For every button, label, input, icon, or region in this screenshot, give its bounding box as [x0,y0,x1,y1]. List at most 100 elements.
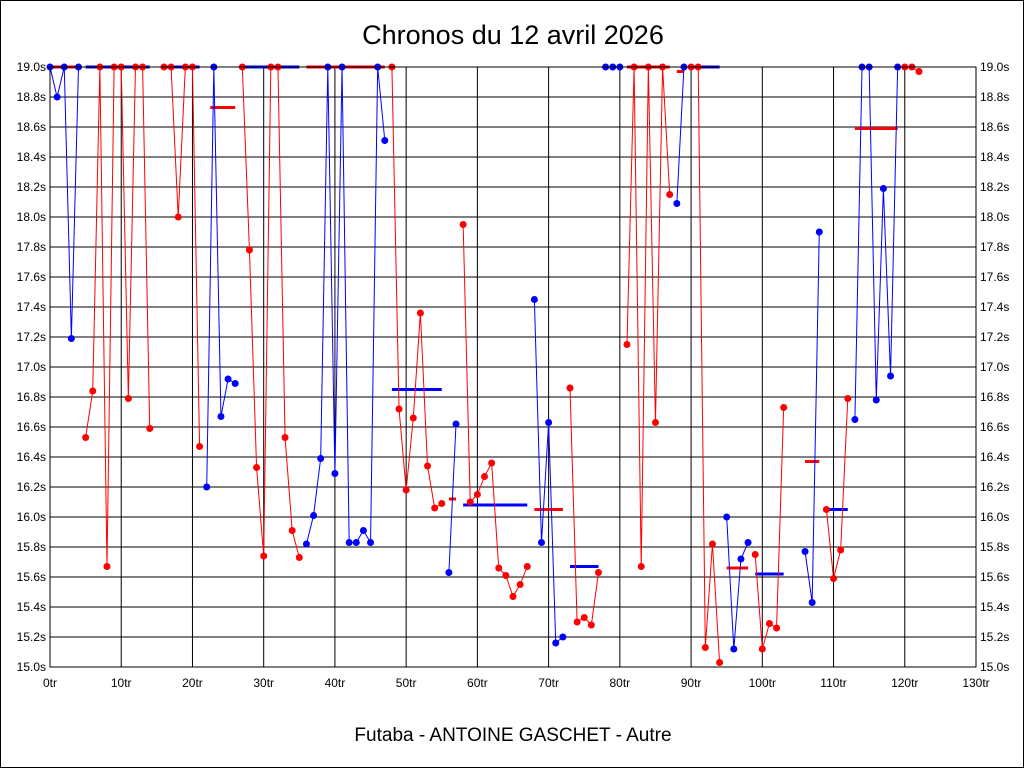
lap-point [822,506,830,513]
x-tick-label: 90tr [681,676,702,690]
lap-point [146,425,154,432]
stint-red [238,63,303,561]
y-tick-label-right: 16.0s [980,510,1009,524]
y-tick-label: 19.0s [17,60,46,74]
lap-point [516,581,524,588]
plot-frame [49,66,977,668]
lap-point [716,659,724,666]
lap-point [231,380,239,387]
lap-point [466,498,474,506]
lap-point [637,563,645,570]
y-tick-label-right: 17.0s [980,360,1009,374]
y-tick-label-right: 16.2s [980,480,1009,494]
lap-point [224,375,232,383]
stint-line [448,423,457,573]
y-tick-label-right: 15.4s [980,600,1009,614]
lap-point [260,552,268,560]
lap-point [666,191,674,198]
x-tick-label: 60tr [467,676,488,690]
y-axis-left: 15.0s 15.2s 15.4s 15.6s 15.8s 16.0s 16.2s 16.4s… [17,60,46,674]
stint-red [822,395,852,582]
x-tick-label: 0tr [43,676,57,690]
lap-point [288,527,296,534]
chart-title: Chronos du 12 avril 2026 [362,20,664,50]
y-tick-label: 17.4s [17,300,46,314]
y-tick-label-right: 19.0s [980,60,1009,74]
lap-point [452,420,460,428]
lap-point [424,462,432,470]
x-tick-label: 120tr [891,676,918,690]
lap-point [473,491,481,498]
y-tick-label-right: 18.8s [980,90,1009,104]
stint-red [751,404,788,653]
x-tick-label: 70tr [538,676,559,690]
stint-red [459,221,531,600]
chart-subtitle: Futaba - ANTOINE GASCHET - Autre [354,725,671,746]
stint-blue [673,63,688,207]
y-tick-label: 18.2s [17,180,46,194]
lap-point [887,372,895,380]
lap-point [751,551,759,558]
lap-point [445,569,453,576]
lap-point [281,434,289,441]
y-tick-label-right: 17.4s [980,300,1009,314]
lap-point [245,246,253,254]
y-tick-label-right: 17.6s [980,270,1009,284]
stint-line [305,66,386,545]
y-tick-label-right: 18.6s [980,120,1009,134]
lap-point [82,434,90,441]
y-tick-label-right: 16.4s [980,450,1009,464]
lap-point [509,593,517,600]
y-tick-label: 16.0s [17,510,46,524]
lap-point [416,309,424,317]
stint-line [163,66,201,447]
series [46,63,923,666]
lap-point [744,539,752,546]
lap-point [552,639,560,647]
lap-point [67,335,75,342]
lap-point [438,500,446,507]
lap-point [559,633,567,641]
lap-point [737,555,745,563]
stint-blue [302,63,389,548]
lap-point [395,405,403,413]
lap-point [758,645,766,653]
y-tick-label: 18.6s [17,120,46,134]
lap-point [879,185,887,192]
stint-red [623,63,674,570]
stint-line [569,387,599,627]
lap-point [203,483,211,491]
stint-line [726,516,749,650]
lap-point [765,620,773,627]
lap-point [580,614,588,621]
lap-point [381,137,389,144]
y-tick-label: 15.2s [17,630,46,644]
stint-blue [46,63,82,342]
lap-point [915,68,923,75]
y-tick-label-right: 18.4s [980,150,1009,164]
lap-point [808,599,816,606]
lap-point [253,464,261,471]
y-tick-label: 16.8s [17,390,46,404]
stint-line [626,66,671,567]
stint-blue [723,513,752,653]
lap-point [196,443,204,450]
lap-point [103,563,111,570]
stint-red [388,63,446,512]
lap-point [295,554,303,561]
lap-point [302,540,310,548]
stint-line [676,66,685,204]
grid [49,66,977,668]
lap-point [830,575,838,582]
x-tick-label: 110tr [820,676,846,690]
lap-point [594,569,602,576]
lap-point [488,459,496,467]
stint-blue [530,296,567,647]
stint-line [241,66,300,558]
lap-point [174,213,182,221]
x-tick-label: 80tr [610,676,631,690]
y-tick-label: 18.8s [17,90,46,104]
lap-point [844,395,852,402]
lap-point [566,384,574,392]
